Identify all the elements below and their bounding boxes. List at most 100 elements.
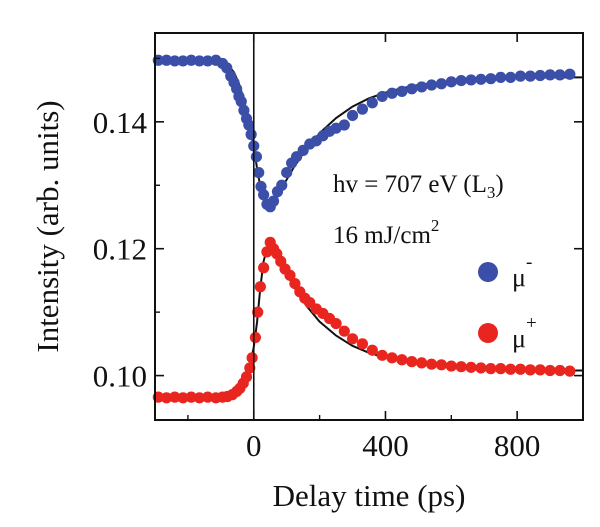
data-point-mu-plus — [202, 391, 214, 403]
data-point-mu-minus — [243, 119, 255, 131]
y-tick-label: 0.14 — [93, 105, 148, 140]
data-point-mu-plus — [254, 281, 266, 293]
y-tick-label: 0.12 — [93, 232, 147, 267]
data-point-mu-minus — [185, 54, 197, 66]
data-point-mu-minus — [202, 55, 214, 67]
data-point-mu-minus — [338, 119, 350, 131]
data-point-mu-plus — [445, 360, 457, 372]
data-point-mu-plus — [386, 352, 398, 364]
x-axis-title: Delay time (ps) — [273, 478, 466, 513]
data-point-mu-plus — [252, 306, 264, 318]
annotation-fluence: 16 mJ/cm2 — [333, 216, 439, 249]
data-point-mu-plus — [554, 364, 566, 377]
annotation-fluence-sup: 2 — [431, 216, 440, 235]
data-point-mu-minus — [445, 76, 457, 88]
data-point-mu-minus — [554, 69, 566, 81]
data-point-mu-plus — [544, 364, 556, 377]
x-tick-label: 0 — [246, 428, 262, 463]
legend-mu-minus-symbol: μ — [512, 263, 526, 292]
data-point-mu-minus — [356, 103, 369, 115]
data-point-mu-plus — [244, 362, 256, 374]
data-point-mu-minus — [160, 54, 173, 66]
data-point-mu-plus — [416, 357, 428, 369]
data-point-mu-minus — [465, 74, 477, 86]
data-point-mu-minus — [524, 70, 536, 82]
y-tick-label: 0.10 — [93, 359, 147, 394]
data-point-mu-minus — [376, 90, 388, 103]
x-tick-label: 400 — [362, 428, 409, 463]
data-point-mu-plus — [356, 338, 369, 350]
legend-label-mu-minus: μ- — [512, 252, 532, 292]
data-point-mu-plus — [534, 364, 546, 376]
data-point-mu-plus — [564, 365, 576, 377]
data-point-mu-plus — [330, 317, 342, 330]
annotation-fluence-text: 16 mJ/cm — [333, 222, 431, 249]
data-point-mu-minus — [455, 74, 467, 87]
data-point-mu-minus — [193, 55, 206, 67]
annotation-photon-energy-tail: ) — [495, 171, 503, 198]
data-point-mu-minus — [276, 179, 288, 191]
data-point-mu-plus — [284, 269, 296, 281]
data-point-mu-minus — [564, 68, 576, 80]
data-point-mu-minus — [253, 166, 265, 179]
legend-marker-mu-plus — [478, 323, 498, 343]
data-point-mu-plus — [193, 392, 206, 404]
data-point-mu-plus — [514, 363, 527, 375]
data-point-mu-minus — [250, 151, 263, 163]
data-point-mu-minus — [169, 55, 181, 67]
data-point-mu-minus — [514, 70, 527, 82]
data-point-mu-minus — [504, 71, 517, 84]
data-point-mu-minus — [258, 189, 270, 201]
data-point-mu-minus — [425, 79, 438, 91]
annotation-photon-energy: hv = 707 eV (L3) — [333, 171, 504, 202]
data-point-mu-plus — [160, 392, 173, 404]
data-point-mu-minus — [534, 69, 546, 82]
data-point-mu-plus — [435, 359, 448, 371]
data-point-mu-plus — [289, 277, 301, 290]
data-point-mu-minus — [281, 166, 293, 179]
data-point-mu-plus — [465, 361, 477, 373]
data-point-mu-plus — [475, 362, 487, 374]
data-point-mu-plus — [346, 333, 359, 345]
data-point-mu-plus — [246, 352, 258, 364]
x-tick-label: 800 — [494, 428, 541, 463]
data-point-mu-plus — [485, 363, 497, 375]
data-point-mu-minus — [245, 128, 257, 141]
plot-frame — [154, 32, 584, 421]
annotation-photon-energy-sub: 3 — [487, 183, 496, 202]
legend-marker-mu-minus — [478, 262, 498, 282]
data-point-mu-plus — [366, 344, 378, 356]
data-point-mu-plus — [185, 391, 197, 403]
annotation-photon-energy-text: hv = 707 eV (L — [333, 171, 487, 198]
data-point-mu-plus — [396, 354, 408, 366]
data-point-mu-minus — [386, 87, 398, 99]
data-point-mu-plus — [258, 262, 270, 274]
data-point-mu-minus — [346, 109, 359, 122]
legend-mu-minus-sup: - — [526, 252, 532, 273]
data-point-mu-minus — [235, 95, 247, 108]
data-point-mu-minus — [544, 69, 556, 81]
legend-mu-plus-sup: + — [526, 313, 537, 334]
data-point-mu-minus — [485, 73, 497, 85]
data-point-mu-minus — [177, 55, 189, 67]
data-point-mu-plus — [524, 364, 536, 376]
data-point-mu-plus — [338, 325, 350, 337]
y-axis-title: Intensity (arb. units) — [30, 100, 65, 352]
data-point-mu-minus — [406, 83, 418, 95]
data-point-mu-plus — [406, 356, 418, 368]
data-point-mu-plus — [504, 363, 517, 375]
data-point-mu-plus — [376, 349, 388, 361]
data-point-mu-plus — [249, 331, 262, 344]
data-point-mu-minus — [495, 71, 507, 84]
data-point-mu-minus — [396, 85, 408, 97]
data-point-mu-plus — [425, 358, 438, 370]
data-point-mu-plus — [240, 371, 253, 383]
data-point-mu-minus — [435, 78, 448, 90]
data-point-mu-minus — [267, 195, 280, 207]
data-point-mu-plus — [177, 392, 189, 404]
legend: μ- μ+ — [478, 252, 537, 353]
data-point-mu-minus — [366, 97, 378, 109]
data-point-mu-plus — [169, 391, 181, 403]
legend-label-mu-plus: μ+ — [512, 313, 537, 353]
